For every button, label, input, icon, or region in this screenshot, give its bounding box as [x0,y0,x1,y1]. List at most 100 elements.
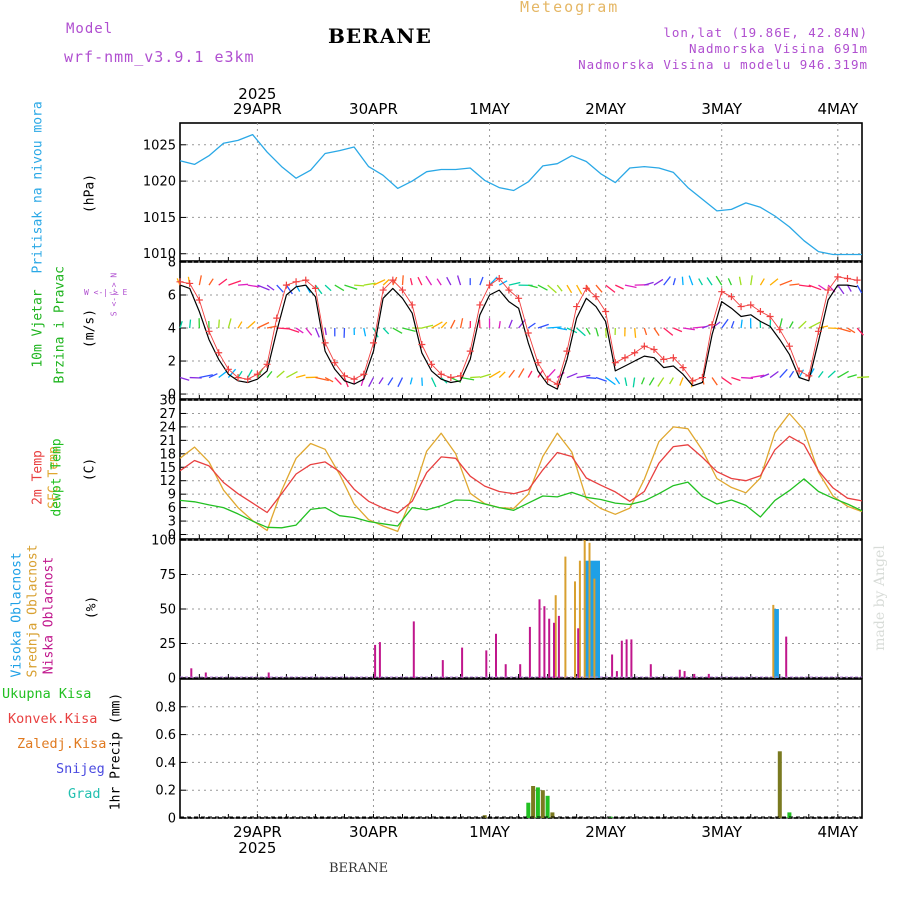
cloud-low-bar [548,618,551,678]
x-tick-label-top: 30APR [349,100,398,118]
x-tick-label-top: 3MAY [701,100,743,118]
wind-direction-arrow [334,284,345,292]
wind-gust-marker [273,314,281,322]
year-label-top: 2025 [238,85,276,103]
wind-gust-marker [669,354,677,362]
y-tick-label: 0.6 [155,728,176,743]
cloud-high-bar [595,560,600,678]
wind-gust-marker [747,301,755,309]
y-tick-label: 2 [168,355,176,370]
wind-direction-arrow [315,376,329,382]
wind-direction-arrow [409,278,413,286]
wind-direction-arrow [527,370,533,378]
year-label-bottom: 2025 [238,839,276,857]
wind-direction-arrow [440,321,448,329]
wind-direction-arrow [605,377,616,386]
wind-direction-arrow [237,370,243,378]
wind-direction-arrow [218,370,228,379]
cloud-low-bar [412,621,415,678]
wind-direction-arrow [846,284,852,292]
cloud-low-bar [538,599,541,678]
wind-direction-arrow [779,279,793,286]
precip-bar [777,751,782,818]
wind-direction-arrow [769,370,779,379]
wind-direction-arrow [425,275,433,286]
cloud-low-bar [528,626,531,678]
panel-frame [179,261,863,400]
wind-direction-arrow [354,284,365,287]
cloud-low-bar [519,664,522,678]
y-tick-label: 30 [159,394,176,409]
y-tick-label: 12 [159,474,176,489]
wind-direction-arrow [479,276,484,286]
wind-direction-arrow [266,370,273,378]
wind-direction-arrow [750,275,753,286]
wind-direction-arrow [673,327,683,333]
wind-gust-marker [795,367,803,375]
wind-gust-marker [234,374,242,382]
model-altitude-label: Nadmorska Visina u modelu 946.319m [578,57,868,72]
wind-gust-marker [292,278,300,286]
cloud-low-bar [204,672,207,678]
y-tick-label: 15 [159,461,176,476]
wind-gust-marker [215,349,223,357]
wind-gust-marker [553,380,561,388]
wind-direction-arrow [459,318,464,329]
wind-direction-arrow [769,278,779,286]
wind-direction-arrow [566,372,578,379]
y-tick-label: 1010 [143,247,176,262]
wind-gust-marker [679,364,687,372]
cloud-mid-bar [772,604,775,678]
wind-gust-marker [205,327,213,335]
cloud-low-bar [543,606,546,678]
wind-direction-arrow [799,284,811,288]
y-tick-label: 9 [168,488,176,503]
x-tick-label-top: 1MAY [469,100,511,118]
wind-direction-arrow [456,275,462,286]
wind-direction-arrow [257,321,270,329]
cloud-low-bar [504,664,507,678]
altitude-label: Nadmorska Visina 691m [688,41,868,56]
x-tick-label-bottom: 1MAY [469,823,511,841]
cloud-low-bar [441,660,444,678]
wind-direction-arrow [624,377,628,387]
wind-direction-arrow [653,278,664,286]
wind-direction-arrow [295,327,304,334]
wind-direction-arrow [343,377,349,388]
precip-bar [540,790,545,818]
cloud-low-bar [785,636,788,678]
wind-direction-arrow [715,275,723,286]
wind-direction-arrow [711,377,718,386]
precip-bar [545,795,550,818]
wind-gust-marker [505,286,513,294]
wind-gust-marker [321,339,329,347]
wind-direction-arrow [508,319,513,329]
cloud-low-bar [485,650,488,678]
wind-gust-marker [853,276,861,284]
wind-direction-arrow [605,284,616,293]
wind-direction-arrow [460,376,475,381]
wind-gust-marker [350,375,358,383]
wind-direction-arrow [634,327,637,338]
wind-direction-arrow [789,283,800,286]
wind-direction-arrow [286,371,298,379]
wind-direction-arrow [657,377,665,387]
wind-direction-arrow [643,327,648,336]
x-tick-label-top: 4MAY [817,100,859,118]
precip-bar [535,787,540,818]
y-tick-label: 8 [168,256,176,271]
legend-snow: Snijeg [56,761,105,777]
wind-direction-arrow [798,320,807,329]
wind-direction-arrow [818,325,829,329]
wind-gust-line [179,276,858,385]
wind-direction-arrow [334,377,342,386]
wind-gust-marker [766,312,774,320]
wind-direction-arrow [387,377,394,386]
cloud-mid-bar [583,540,586,678]
y-tick-label: 0 [168,672,176,687]
wind-direction-arrow [556,371,565,379]
wind-direction-arrow [595,327,599,337]
x-tick-label-bottom: 3MAY [701,823,743,841]
wind-direction-arrow [624,284,637,289]
wind-direction-arrow [446,276,452,286]
